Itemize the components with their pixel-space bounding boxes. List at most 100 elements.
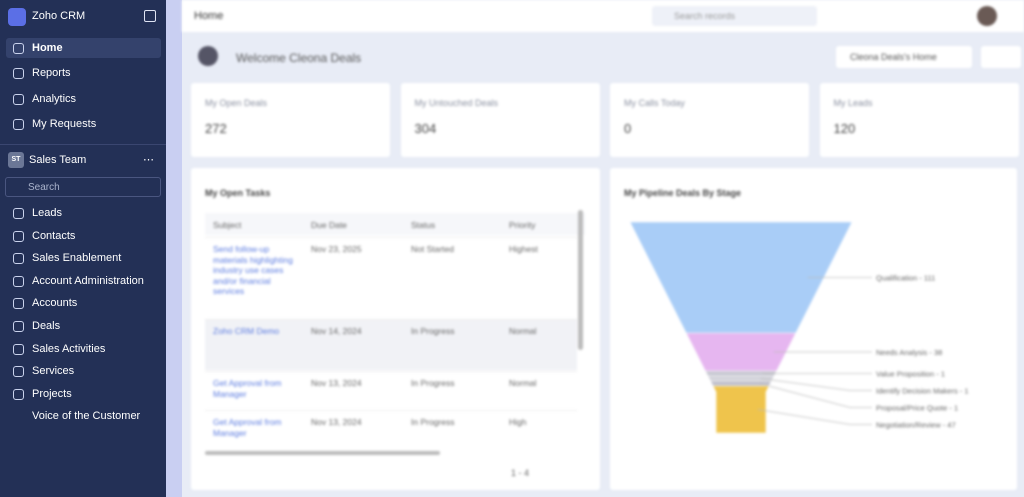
leader-line [760,378,872,391]
task-cell: Normal [509,378,537,388]
user-avatar[interactable] [977,6,997,26]
stage-label: Identify Decision Makers - 1 [876,387,969,396]
stat-card: My Open Deals 272 [191,83,390,157]
stat-value: 304 [414,121,437,136]
icon [13,230,24,242]
leader-line [757,409,872,425]
icon [13,208,24,219]
stat-value: 272 [205,121,227,136]
module-item[interactable]: Services [6,361,161,381]
module-item[interactable]: Projects [6,384,161,404]
task-cell: Nov 23, 2025 [311,244,362,254]
icon [13,298,24,310]
stat-label: My Open Deals [205,98,268,108]
funnel-segment [709,380,773,387]
sidebar: Zoho CRM ST Sales Team ⋯ Search Home Repo… [0,0,166,497]
stage-label: Value Proposition - 1 [876,370,945,379]
team-menu[interactable]: ⋯ [143,154,155,166]
search-placeholder: Search [28,182,60,193]
icon [13,68,24,80]
stat-card: My Leads 120 [819,83,1019,157]
table-row [205,237,577,320]
module-item[interactable]: Leads [6,203,161,223]
pipeline-panel: My Pipeline Deals By Stage Qualification… [610,168,1017,490]
task-cell: High [509,417,527,427]
task-cell: In Progress [411,417,455,427]
icon [13,388,24,400]
stage-label: Proposal/Price Quote - 1 [876,404,958,413]
task-cell: In Progress [411,326,455,336]
table-header [205,213,585,235]
search-box[interactable]: Search [5,177,161,197]
scrollbar [578,210,583,350]
stage-label: Negotiation/Review - 47 [876,421,956,430]
nav-item[interactable]: Home [6,38,161,58]
stat-card: My Untouched Deals 304 [400,83,600,157]
record-search-placeholder: Search records [674,11,736,21]
column-header: Priority [509,220,536,230]
module-item[interactable]: Deals [6,316,161,336]
brand-logo [8,8,26,26]
table-row [205,410,577,451]
divider [0,144,166,145]
task-cell: Normal [509,326,537,336]
funnel-segment [707,375,775,382]
team-selector[interactable]: Sales Team [29,154,87,166]
stat-label: My Calls Today [624,98,685,108]
stat-value: 120 [833,121,856,136]
column-header: Due Date [311,220,347,230]
task-cell: Nov 13, 2024 [311,417,362,427]
task-cell: Nov 14, 2024 [311,326,362,336]
task-cell: In Progress [411,378,455,388]
team-badge: ST [8,152,24,168]
task-link[interactable]: Send follow-up materials highlighting in… [213,244,293,296]
task-link[interactable]: Get Approval from Manager [213,417,282,438]
pagination: 1 - 4 [511,468,530,478]
task-cell: Highest [509,244,538,254]
stat-label: My Untouched Deals [414,98,499,108]
stat-label: My Leads [833,98,873,108]
module-item[interactable]: Contacts [6,226,161,246]
collapse-button[interactable] [144,10,156,22]
icon [13,253,24,265]
stat-value: 0 [624,121,632,136]
funnel-chart: Qualification - 111 Needs Analysis - 38 Va… [629,221,969,434]
h-scrollbar [205,451,440,455]
more-button[interactable] [981,46,1021,68]
nav-item[interactable]: Reports [6,63,161,83]
side-border [166,0,182,497]
task-cell: Not Started [411,244,454,254]
nav-item[interactable]: My Requests [6,114,161,134]
home-selector[interactable]: Cleona Deals's Home [836,46,972,68]
icon [13,343,24,355]
module-item[interactable]: Accounts [6,293,161,313]
stat-card: My Calls Today 0 [610,83,809,157]
icon [13,321,24,332]
table-row [205,371,577,410]
table-row [205,319,577,370]
record-search[interactable]: Search records [652,6,817,26]
nav-item[interactable]: Analytics [6,89,161,109]
module-item[interactable]: Sales Enablement [6,248,161,268]
column-header: Subject [213,220,242,230]
icon [13,43,24,54]
icon [13,118,24,130]
task-link[interactable]: Get Approval from Manager [213,378,282,399]
tasks-title: My Open Tasks [205,188,271,198]
welcome-avatar [198,46,218,66]
icon [13,366,24,378]
leader-line [759,383,872,408]
stage-label: Needs Analysis - 38 [876,348,942,357]
task-link[interactable]: Zoho CRM Demo [213,326,280,336]
funnel-segment [712,385,770,434]
module-item[interactable]: Sales Activities [6,339,161,359]
module-item[interactable]: Voice of the Customer [32,410,141,423]
icon [13,275,24,287]
module-item[interactable]: Account Administration [6,271,161,291]
welcome-text: Welcome Cleona Deals [236,51,362,65]
task-cell: Nov 13, 2024 [311,378,362,388]
top-bar: Home Search records [182,0,1024,32]
stage-label: Qualification - 111 [876,274,935,283]
icon [13,93,24,105]
